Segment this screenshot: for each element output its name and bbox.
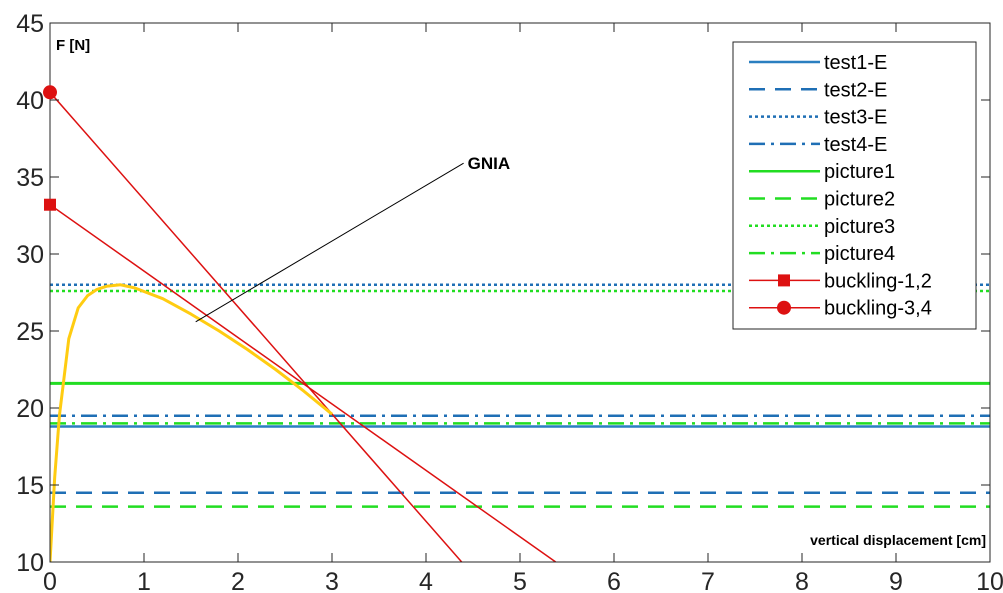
y-tick-label: 45 [16,10,44,38]
legend-marker [777,300,791,315]
legend-label: picture1 [824,161,895,183]
y-tick-label: 40 [16,87,44,115]
x-tick-label: 10 [976,568,1003,593]
x-tick-label: 4 [419,568,433,593]
y-tick-label: 30 [16,241,44,269]
series-line-buckling-3-4 [50,91,463,562]
y-tick-label: 10 [16,549,44,577]
legend-box [732,41,977,330]
legend-label: buckling-1,2 [824,270,932,292]
y-tick-label: 35 [16,164,44,192]
legend-item-buckling-3-4: buckling-3,4 [749,298,932,320]
annotation-gnia-label: GNIA [468,154,511,173]
y-tick-label: 15 [16,472,44,500]
y-axis-label: F [N] [56,37,90,54]
x-tick-label: 5 [513,568,527,593]
legend-item-picture1: picture1 [749,161,895,183]
legend-label: buckling-3,4 [824,298,932,320]
x-axis-label: vertical displacement [cm] [810,532,986,548]
legend: test1-E test2-E test3-E test4-E picture1 pict… [732,41,977,330]
x-tick-label: 1 [137,568,151,593]
x-tick-label: 7 [701,568,715,593]
x-tick-label: 3 [325,568,339,593]
legend-item-picture2: picture2 [749,189,895,211]
x-tick-label: 8 [795,568,809,593]
legend-label: test4-E [824,134,887,156]
legend-label: test2-E [824,79,887,101]
legend-label: picture2 [824,189,895,211]
marker-buckling-1-2 [44,198,56,211]
x-tick-label: 6 [607,568,621,593]
series-line-gnia [50,283,333,562]
legend-item-picture4: picture4 [749,243,895,265]
legend-label: picture3 [824,216,895,238]
legend-item-buckling-1-2: buckling-1,2 [749,270,932,292]
legend-item-test4-e: test4-E [749,134,887,156]
legend-label: test3-E [824,107,887,129]
legend-label: picture4 [824,243,895,265]
series-layer [50,91,990,562]
annotation-layer: GNIA [43,85,511,323]
legend-item-test3-e: test3-E [749,107,887,129]
marker-buckling-3-4 [43,85,57,100]
x-tick-label: 2 [231,568,245,593]
legend-label: test1-E [824,52,887,74]
legend-marker [778,274,790,287]
legend-item-picture3: picture3 [749,216,895,238]
series-line-buckling-1-2 [50,204,557,562]
y-tick-label: 25 [16,318,44,346]
y-tick-label: 20 [16,395,44,423]
annotation-leader-line [195,162,464,323]
x-tick-label: 0 [43,568,57,593]
x-tick-label: 9 [889,568,903,593]
legend-item-test1-e: test1-E [749,52,887,74]
legend-item-test2-e: test2-E [749,79,887,101]
